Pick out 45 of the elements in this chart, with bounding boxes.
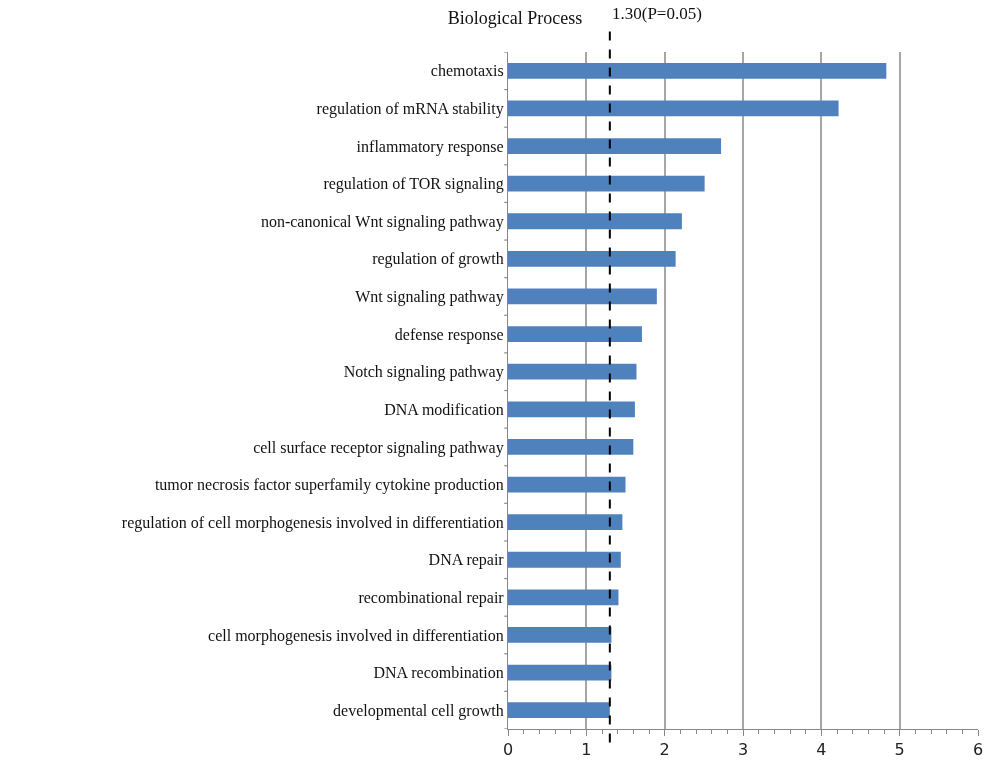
y-tick-label: Notch signaling pathway bbox=[343, 363, 504, 382]
bar bbox=[508, 476, 626, 493]
y-tick-label: developmental cell growth bbox=[333, 701, 504, 720]
y-tick-label: regulation of TOR signaling bbox=[323, 175, 504, 194]
bar bbox=[508, 138, 722, 154]
bar bbox=[508, 213, 682, 230]
x-tick-label: 2 bbox=[659, 740, 670, 760]
x-tick-label: 6 bbox=[972, 740, 984, 760]
chart-title: Biological Process bbox=[447, 8, 583, 29]
bar bbox=[508, 288, 657, 305]
x-tick-label: 3 bbox=[737, 740, 749, 760]
ref-line-label: 1.30(P=0.05) bbox=[612, 4, 702, 23]
bar bbox=[508, 100, 839, 117]
y-tick-label: regulation of mRNA stability bbox=[316, 100, 504, 119]
bar bbox=[508, 514, 623, 531]
x-tick-label: 1 bbox=[581, 740, 592, 760]
bar bbox=[508, 62, 887, 79]
bar bbox=[508, 664, 612, 681]
bar bbox=[508, 702, 610, 719]
y-tick-label: defense response bbox=[394, 325, 504, 344]
y-tick-label: chemotaxis bbox=[430, 62, 504, 80]
y-tick-label: tumor necrosis factor superfamily cytokine production bbox=[154, 476, 504, 495]
y-tick-label: cell morphogenesis involved in differentiation bbox=[208, 626, 504, 645]
y-tick-label: DNA recombination bbox=[373, 664, 504, 682]
bar bbox=[508, 439, 634, 455]
bar bbox=[508, 589, 619, 606]
y-tick-label: DNA repair bbox=[428, 551, 505, 570]
bar bbox=[508, 326, 642, 342]
y-tick-label: non-canonical Wnt signaling pathway bbox=[260, 212, 504, 231]
bar bbox=[508, 401, 635, 418]
x-tick-label: 4 bbox=[816, 740, 827, 760]
y-tick-label: inflammatory response bbox=[356, 137, 504, 156]
y-tick-label: cell surface receptor signaling pathway bbox=[253, 438, 504, 457]
y-tick-label: regulation of cell morphogenesis involved in differentiation bbox=[121, 513, 504, 532]
y-tick-label: regulation of growth bbox=[372, 250, 504, 269]
bar bbox=[508, 250, 676, 267]
x-tick-label: 0 bbox=[502, 740, 514, 760]
bar bbox=[508, 175, 705, 192]
bar bbox=[508, 363, 637, 380]
y-tick-label: Wnt signaling pathway bbox=[355, 288, 504, 307]
bar bbox=[508, 627, 612, 643]
y-tick-label: DNA modification bbox=[384, 400, 504, 418]
x-tick-label: 5 bbox=[894, 740, 905, 760]
y-tick-label: recombinational repair bbox=[358, 588, 505, 607]
bar bbox=[508, 551, 621, 568]
